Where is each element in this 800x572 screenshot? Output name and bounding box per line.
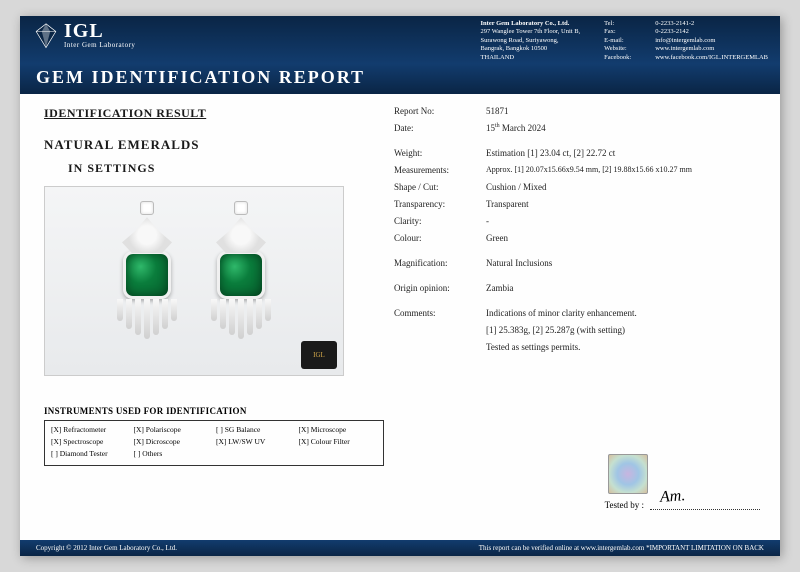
- comments-line2: [1] 25.383g, [2] 25.287g (with setting): [486, 325, 760, 335]
- comments-line3: Tested as settings permits.: [486, 342, 760, 352]
- tel-value: 0-2233-2141-2: [655, 20, 768, 28]
- origin-value: Zambia: [486, 283, 760, 293]
- photo-seal-icon: IGL: [301, 341, 337, 369]
- transparency-value: Transparent: [486, 199, 760, 209]
- report-no-value: 51871: [486, 106, 760, 116]
- hologram-sticker-icon: [608, 454, 648, 494]
- comments-line1: Indications of minor clarity enhancement…: [486, 308, 760, 318]
- diamond-logo-icon: [32, 21, 60, 49]
- website-label: Website:: [604, 45, 627, 52]
- tel-label: Tel:: [604, 20, 614, 27]
- instruments-box: [X] Refractometer [X] Polariscope [ ] SG…: [44, 420, 384, 466]
- shape-value: Cushion / Mixed: [486, 182, 760, 192]
- logo-subtitle: Inter Gem Laboratory: [64, 41, 135, 49]
- report-body: IDENTIFICATION RESULT NATURAL EMERALDS I…: [20, 94, 780, 540]
- gem-title-line2: IN SETTINGS: [68, 161, 384, 176]
- report-no-label: Report No:: [394, 106, 486, 116]
- identification-result-heading: IDENTIFICATION RESULT: [44, 106, 384, 121]
- inst-colour-filter: [X] Colour Filter: [299, 437, 378, 446]
- shape-label: Shape / Cut:: [394, 182, 486, 192]
- magnification-label: Magnification:: [394, 258, 486, 268]
- weight-value: Estimation [1] 23.04 ct, [2] 22.72 ct: [486, 148, 760, 158]
- colour-value: Green: [486, 233, 760, 243]
- measurements-value: Approx. [1] 20.07x15.66x9.54 mm, [2] 19.…: [486, 165, 760, 175]
- website-value: www.intergemlab.com: [655, 45, 768, 53]
- inst-others: [ ] Others: [134, 449, 213, 458]
- email-label: E-mail:: [604, 37, 624, 44]
- measurements-label: Measurements:: [394, 165, 486, 175]
- right-column: Report No:51871 Date:15th March 2024 Wei…: [394, 106, 760, 536]
- fax-value: 0-2233-2142: [655, 28, 768, 36]
- date-label: Date:: [394, 123, 486, 133]
- instruments-heading: INSTRUMENTS USED FOR IDENTIFICATION: [44, 406, 384, 416]
- comments-label: Comments:: [394, 308, 486, 318]
- copyright-text: Copyright © 2012 Inter Gem Laboratory Co…: [36, 544, 177, 552]
- magnification-value: Natural Inclusions: [486, 258, 760, 268]
- address-country: THAILAND: [481, 54, 581, 62]
- gem-title-line1: NATURAL EMERALDS: [44, 137, 384, 153]
- tested-by-label: Tested by :: [605, 500, 644, 510]
- header-band: IGL Inter Gem Laboratory Inter Gem Labor…: [20, 16, 780, 64]
- address-line3: Bangrak, Bangkok 10500: [481, 45, 581, 53]
- inst-refractometer: [X] Refractometer: [51, 425, 130, 434]
- company-name: Inter Gem Laboratory Co., Ltd.: [481, 20, 581, 28]
- date-value: 15th March 2024: [486, 123, 760, 133]
- fax-label: Fax:: [604, 28, 616, 35]
- earring-right: [197, 201, 285, 361]
- tested-by-block: Tested by : Am.: [605, 494, 760, 510]
- inst-sg-balance: [ ] SG Balance: [216, 425, 295, 434]
- address-line2: Surawong Road, Suriyawong,: [481, 37, 581, 45]
- clarity-value: -: [486, 216, 760, 226]
- signature-line: Am.: [650, 494, 760, 510]
- facebook-label: Facebook:: [604, 54, 631, 61]
- signature: Am.: [659, 487, 686, 507]
- origin-label: Origin opinion:: [394, 283, 486, 293]
- footer-band: Copyright © 2012 Inter Gem Laboratory Co…: [20, 540, 780, 556]
- earring-left: [103, 201, 191, 361]
- inst-dicroscope: [X] Dicroscope: [134, 437, 213, 446]
- gem-photo: IGL: [44, 186, 344, 376]
- clarity-label: Clarity:: [394, 216, 486, 226]
- report-title: GEM IDENTIFICATION REPORT: [20, 64, 780, 94]
- inst-diamond-tester: [ ] Diamond Tester: [51, 449, 130, 458]
- logo-block: IGL Inter Gem Laboratory: [32, 20, 135, 49]
- logo-acronym: IGL: [64, 20, 135, 43]
- certificate-page: IGL Inter Gem Laboratory Inter Gem Labor…: [20, 16, 780, 556]
- inst-polariscope: [X] Polariscope: [134, 425, 213, 434]
- inst-uv: [X] LW/SW UV: [216, 437, 295, 446]
- colour-label: Colour:: [394, 233, 486, 243]
- facebook-value: www.facebook.com/IGL.INTERGEMLAB: [655, 54, 768, 62]
- inst-spectroscope: [X] Spectroscope: [51, 437, 130, 446]
- email-value: info@intergemlab.com: [655, 37, 768, 45]
- contact-block: Inter Gem Laboratory Co., Ltd. 297 Wangl…: [481, 20, 768, 62]
- transparency-label: Transparency:: [394, 199, 486, 209]
- address-line1: 297 Wanglee Tower 7th Floor, Unit B,: [481, 28, 581, 36]
- weight-label: Weight:: [394, 148, 486, 158]
- footer-note: This report can be verified online at ww…: [479, 544, 764, 552]
- inst-microscope: [X] Microscope: [299, 425, 378, 434]
- left-column: IDENTIFICATION RESULT NATURAL EMERALDS I…: [44, 106, 384, 536]
